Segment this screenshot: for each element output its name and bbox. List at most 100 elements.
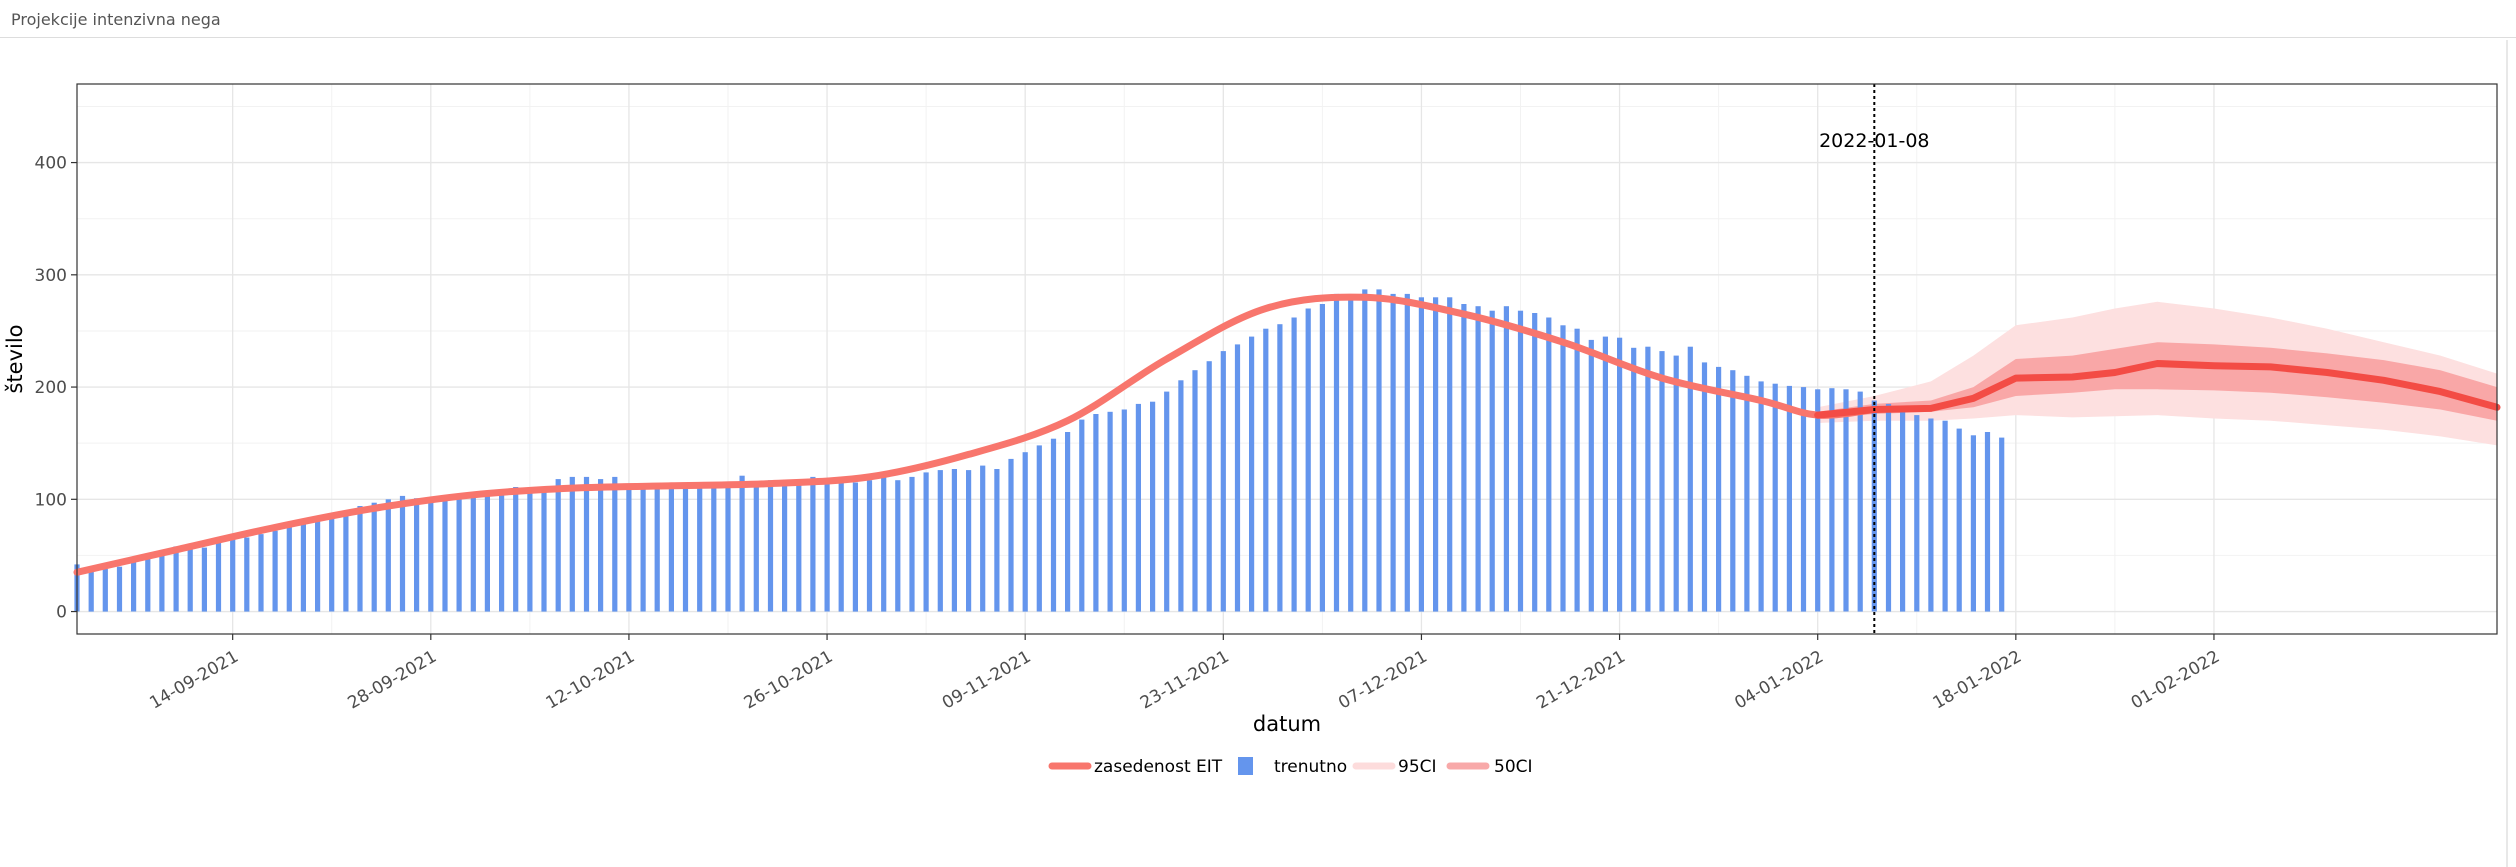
bar	[1065, 432, 1071, 612]
bar	[725, 485, 731, 612]
bar	[1150, 401, 1156, 612]
bar	[951, 469, 957, 612]
bar	[1461, 304, 1467, 612]
bar	[810, 476, 816, 612]
y-tick-label: 400	[35, 154, 67, 174]
y-tick-label: 300	[35, 266, 67, 286]
bar	[1503, 306, 1509, 612]
bar	[1036, 445, 1042, 612]
lines-group	[73, 293, 2501, 576]
bar	[555, 479, 561, 612]
page-title: Projekcije intenzivna nega	[11, 10, 221, 29]
bar	[1617, 337, 1623, 612]
bar	[1192, 370, 1198, 612]
bar	[838, 476, 844, 612]
bar	[612, 476, 618, 612]
y-tick-label: 0	[56, 603, 67, 623]
bar	[1390, 293, 1396, 612]
bar	[1348, 297, 1354, 612]
bar	[88, 566, 94, 612]
bar	[1178, 380, 1184, 612]
bar	[866, 480, 873, 612]
y-tick-label: 100	[35, 490, 67, 510]
bar	[1716, 366, 1722, 612]
y-axis-title: število	[3, 324, 27, 393]
bar	[626, 484, 632, 612]
bar	[1659, 351, 1665, 612]
bar	[753, 482, 759, 612]
y-axis: 0 100 200 300 400	[35, 154, 77, 623]
bar	[1404, 293, 1410, 612]
bar	[1885, 403, 1892, 612]
bar	[1588, 339, 1594, 612]
bar	[1333, 293, 1340, 612]
bar	[1956, 428, 1962, 612]
x-tick-label: 04-01-2022	[1731, 647, 1827, 714]
bar	[1631, 347, 1637, 612]
bar	[1418, 297, 1424, 612]
bar	[329, 515, 335, 612]
bar	[1206, 361, 1212, 612]
bar	[1093, 414, 1099, 612]
bar	[1376, 289, 1382, 612]
x-tick-label: 14-09-2021	[146, 647, 242, 714]
bars-group	[74, 289, 2005, 612]
bar	[131, 561, 137, 612]
date-marker-label: 2022-01-08	[1819, 130, 1929, 152]
bar	[428, 498, 434, 612]
x-tick-label: 23-11-2021	[1137, 647, 1233, 714]
occupancy-line	[73, 293, 1878, 576]
bar	[187, 544, 193, 612]
bar	[456, 494, 462, 612]
bar	[414, 498, 420, 612]
bar	[668, 484, 674, 612]
x-tick-label: 21-12-2021	[1533, 647, 1629, 714]
x-axis: 14-09-2021 28-09-2021 12-10-2021 26-10-2021…	[146, 634, 2223, 714]
bar	[1772, 383, 1778, 612]
bar	[442, 495, 448, 612]
x-tick-label: 09-11-2021	[939, 647, 1035, 714]
bar	[1022, 452, 1028, 612]
bar	[1107, 411, 1113, 612]
bar	[1645, 346, 1651, 612]
bar	[201, 547, 207, 612]
bar	[1786, 385, 1792, 612]
bar	[1532, 313, 1538, 612]
bar	[499, 490, 505, 612]
bar	[244, 537, 250, 612]
bar	[782, 482, 788, 612]
bar	[1687, 346, 1693, 612]
bar	[258, 534, 264, 612]
bar	[1560, 325, 1566, 612]
bar	[1900, 411, 1906, 612]
bar	[711, 482, 717, 612]
legend-label-ci50: 50CI	[1494, 757, 1533, 777]
scrollbar[interactable]	[2506, 40, 2508, 867]
ci50-band	[1817, 342, 2497, 421]
bar	[598, 479, 604, 612]
bar	[1758, 381, 1764, 612]
bar	[881, 476, 887, 612]
legend-label-line: zasedenost EIT	[1094, 757, 1223, 777]
bar	[1602, 336, 1608, 612]
bar	[1546, 317, 1552, 612]
bar	[1928, 418, 1934, 612]
bar	[1744, 375, 1750, 612]
bar	[1999, 437, 2005, 612]
bar	[541, 487, 547, 612]
bar	[1008, 458, 1014, 612]
bar	[1220, 351, 1226, 612]
bar	[470, 495, 476, 612]
bar	[1079, 419, 1085, 612]
bar	[966, 470, 972, 612]
bar	[315, 518, 321, 612]
bar	[272, 530, 278, 612]
bar	[215, 542, 222, 612]
bar	[1843, 389, 1849, 612]
ci50-band-group	[1817, 342, 2497, 421]
bar	[357, 506, 363, 612]
bar	[1914, 415, 1920, 612]
bar	[937, 470, 943, 612]
bar	[739, 475, 745, 612]
bar	[654, 484, 660, 612]
